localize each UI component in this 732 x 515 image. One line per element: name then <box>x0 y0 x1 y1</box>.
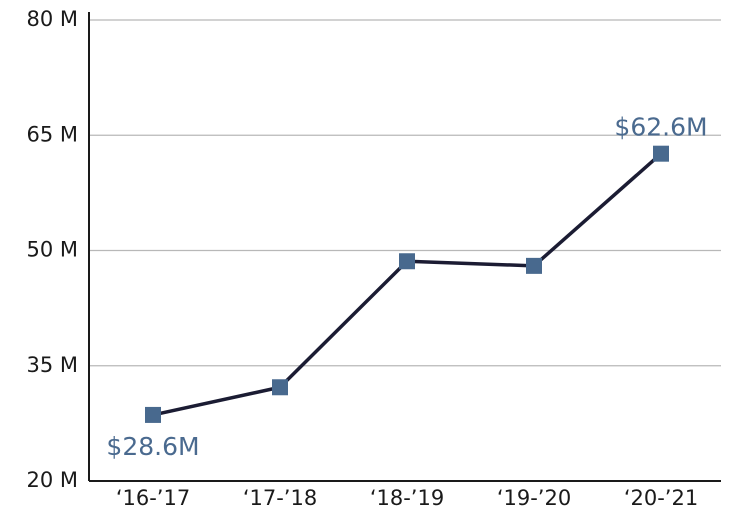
data-markers <box>145 145 669 423</box>
data-label: $62.6M <box>614 113 707 142</box>
y-tick-label: 65 M <box>26 122 78 146</box>
data-label: $28.6M <box>106 432 199 461</box>
data-point-marker <box>145 406 161 423</box>
x-tick-label: ‘20-’21 <box>624 486 698 510</box>
x-tick-label: ‘19-’20 <box>497 486 571 510</box>
y-tick-label: 80 M <box>26 7 78 31</box>
data-point-marker <box>653 145 669 162</box>
data-point-marker <box>526 257 542 274</box>
gridlines <box>89 19 721 367</box>
y-tick-label: 50 M <box>26 238 78 262</box>
y-tick-labels: 20 M 35 M 50 M 65 M 80 M <box>26 7 78 492</box>
axes <box>88 12 721 482</box>
x-tick-label: ‘18-’19 <box>370 486 444 510</box>
data-point-marker <box>399 253 415 270</box>
series-line-group <box>152 152 663 417</box>
data-point-marker <box>272 379 288 396</box>
y-tick-label: 20 M <box>26 468 78 492</box>
x-tick-labels: ‘16-’17 ‘17-’18 ‘18-’19 ‘19-’20 ‘20-’21 <box>116 486 698 510</box>
x-tick-label: ‘17-’18 <box>243 486 317 510</box>
x-tick-label: ‘16-’17 <box>116 486 190 510</box>
data-labels: $28.6M $62.6M <box>106 113 707 461</box>
y-tick-label: 35 M <box>26 353 78 377</box>
series-line <box>152 152 663 417</box>
